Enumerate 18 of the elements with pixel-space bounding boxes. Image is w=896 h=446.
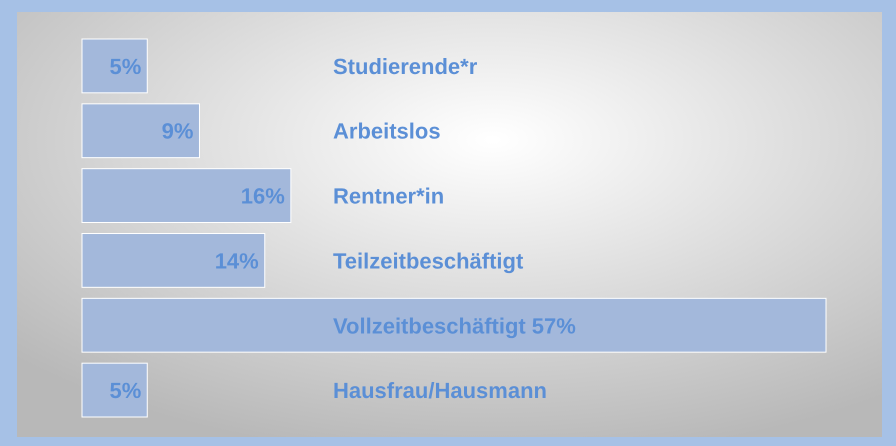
data-label: 5% [109,378,142,404]
bar [82,103,200,158]
data-label: 16% [240,184,285,209]
bar [82,38,148,94]
data-label: 57% [532,313,576,338]
bar [82,298,826,353]
y-tick-label: Rentner*in [333,184,444,209]
bar [82,233,266,288]
bar [82,168,292,223]
y-tick-label: Hausfrau/Hausmann [333,378,547,404]
data-label: 9% [162,118,194,144]
y-tick-label: Teilzeitbeschäftigt [333,248,524,274]
y-tick-label: Studierende*r [333,54,478,79]
bar [82,362,148,418]
y-tick-label: Vollzeitbeschäftigt [333,313,526,338]
data-label: 14% [214,248,259,274]
data-label: 5% [109,54,142,79]
y-tick-label: Arbeitslos [333,118,441,144]
